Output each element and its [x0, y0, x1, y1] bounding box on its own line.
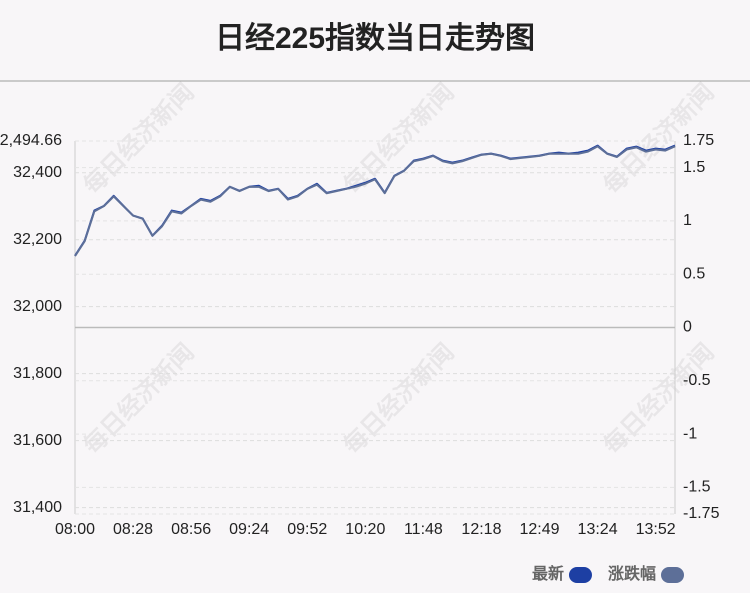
- legend-label: 涨跌幅: [608, 564, 656, 583]
- y-tick-label: 31,800: [13, 365, 62, 382]
- y-tick-label: 32,494.66: [0, 132, 62, 149]
- series-line: [74, 145, 676, 257]
- x-tick-label: 08:28: [113, 521, 153, 538]
- legend-label: 最新: [532, 564, 564, 583]
- watermark: 每日经济新闻: [338, 78, 460, 200]
- y2-tick-label: -1.5: [683, 479, 711, 496]
- watermark: 每日经济新闻: [338, 338, 460, 460]
- x-tick-label: 13:52: [636, 521, 676, 538]
- legend-marker: [661, 567, 684, 583]
- x-tick-label: 08:56: [171, 521, 211, 538]
- chart-title: 日经225指数当日走势图: [215, 21, 535, 55]
- y2-tick-label: 0: [683, 319, 692, 336]
- watermark: 每日经济新闻: [78, 78, 200, 200]
- y2-tick-label: -1: [683, 425, 697, 442]
- y2-tick-label: 1: [683, 212, 692, 229]
- y2-tick-label: -0.5: [683, 372, 711, 389]
- x-tick-label: 10:20: [345, 521, 385, 538]
- watermark: 每日经济新闻: [598, 338, 720, 460]
- x-tick-label: 13:24: [578, 521, 618, 538]
- y-tick-label: 32,400: [13, 164, 62, 181]
- y2-tick-label: 1.75: [683, 132, 714, 149]
- y2-tick-label: 1.5: [683, 159, 705, 176]
- x-tick-label: 12:18: [461, 521, 501, 538]
- y-tick-label: 31,600: [13, 432, 62, 449]
- y2-tick-label: -1.75: [683, 505, 720, 522]
- legend-marker: [568, 567, 592, 583]
- y2-tick-label: 0.5: [683, 265, 705, 282]
- y-tick-label: 32,200: [13, 231, 62, 248]
- x-tick-label: 11:48: [404, 521, 443, 538]
- x-tick-label: 08:00: [55, 521, 95, 538]
- watermark: 每日经济新闻: [78, 338, 200, 460]
- y-tick-label: 32,000: [13, 298, 62, 315]
- y-tick-label: 31,400: [13, 499, 62, 516]
- x-tick-label: 09:24: [229, 521, 269, 538]
- x-tick-label: 12:49: [519, 521, 559, 538]
- x-tick-label: 09:52: [287, 521, 327, 538]
